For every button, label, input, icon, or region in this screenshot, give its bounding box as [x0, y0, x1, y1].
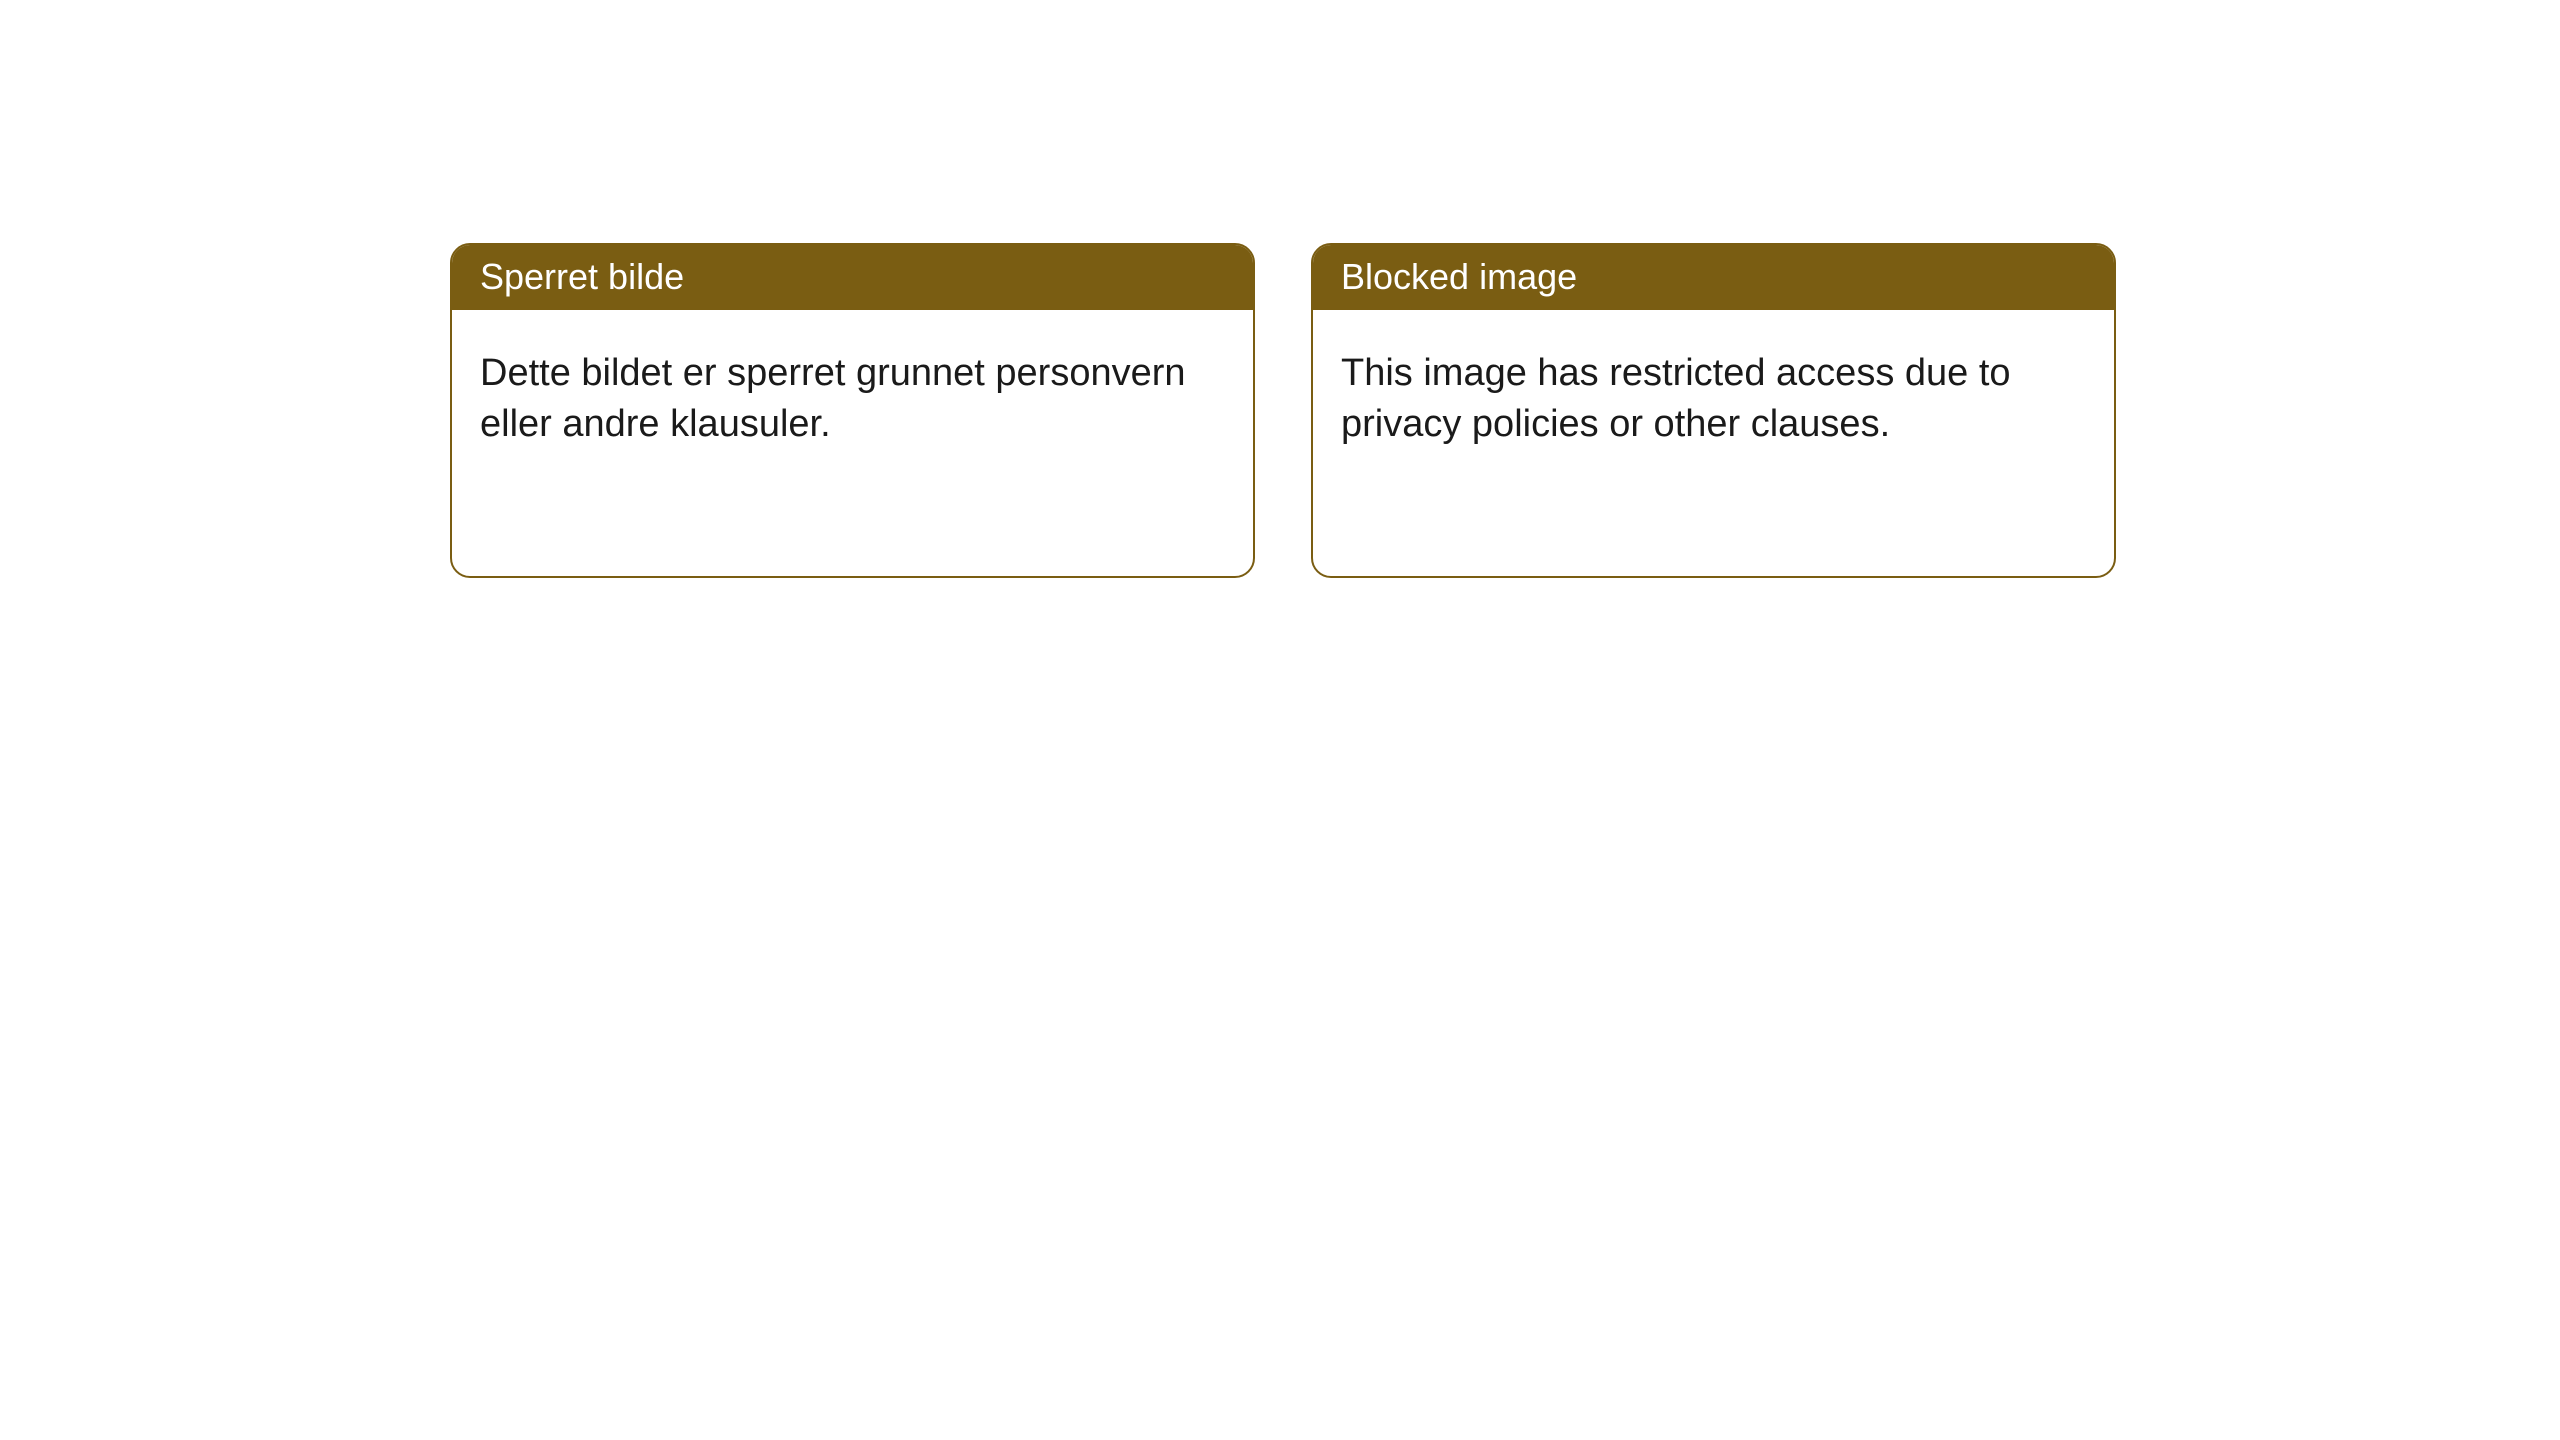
- notice-body: This image has restricted access due to …: [1313, 310, 2114, 479]
- notice-header: Sperret bilde: [452, 245, 1253, 310]
- notice-card-english: Blocked image This image has restricted …: [1311, 243, 2116, 578]
- notice-header: Blocked image: [1313, 245, 2114, 310]
- notice-body: Dette bildet er sperret grunnet personve…: [452, 310, 1253, 479]
- notice-container: Sperret bilde Dette bildet er sperret gr…: [450, 243, 2116, 578]
- notice-card-norwegian: Sperret bilde Dette bildet er sperret gr…: [450, 243, 1255, 578]
